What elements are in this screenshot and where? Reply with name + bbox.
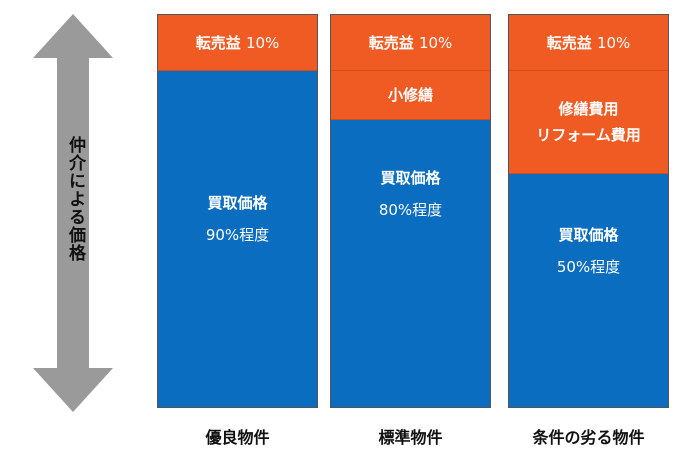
column-standard-property: 転売益 10% 小修繕 買取価格 80%程度 bbox=[330, 14, 491, 408]
purchase-price-segment: 買取価格 90%程度 bbox=[158, 71, 317, 407]
column-label-inferior: 条件の劣る物件 bbox=[532, 428, 645, 447]
repair-reform-cost-segment: 修繕費用 リフォーム費用 bbox=[509, 71, 668, 174]
column-label-excellent: 優良物件 bbox=[205, 428, 270, 447]
column-label-standard: 標準物件 bbox=[378, 428, 443, 447]
minor-repair-segment: 小修繕 bbox=[331, 71, 490, 120]
axis-label: 仲介による価格 bbox=[65, 136, 85, 262]
resale-profit-segment: 転売益 10% bbox=[331, 15, 490, 71]
column-inferior-property: 転売益 10% 修繕費用 リフォーム費用 買取価格 50%程度 bbox=[508, 14, 669, 408]
resale-profit-segment: 転売益 10% bbox=[509, 15, 668, 71]
resale-profit-segment: 転売益 10% bbox=[158, 15, 317, 71]
purchase-price-segment: 買取価格 80%程度 bbox=[331, 120, 490, 407]
column-excellent-property: 転売益 10% 買取価格 90%程度 bbox=[157, 14, 318, 408]
double-arrow-icon bbox=[33, 14, 113, 412]
purchase-price-segment: 買取価格 50%程度 bbox=[509, 174, 668, 407]
